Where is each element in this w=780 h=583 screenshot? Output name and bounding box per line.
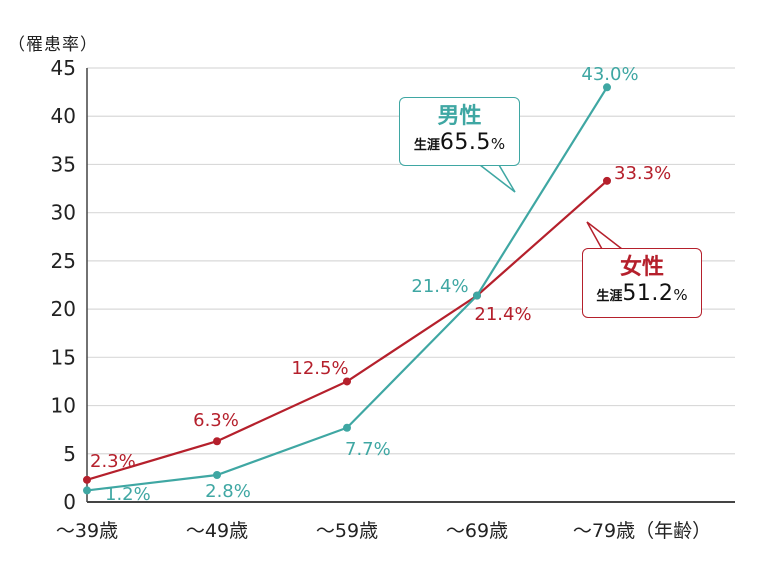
female-data-point: [343, 377, 351, 386]
lifetime-value: 65.5: [439, 130, 491, 155]
x-tick-label: ～49歳: [186, 520, 248, 542]
data-series: [83, 83, 611, 495]
y-tick-label: 0: [63, 490, 76, 514]
male-callout: 男性 生涯65.5%: [399, 97, 520, 166]
male-value-label: 21.4%: [411, 276, 468, 297]
lifetime-unit: %: [490, 135, 506, 153]
male-value-label: 43.0%: [581, 64, 638, 85]
female-value-label: 12.5%: [291, 358, 348, 379]
male-data-point: [83, 486, 91, 495]
female-callout-title: 女性: [619, 255, 664, 280]
female-data-point: [83, 475, 91, 484]
x-axis-ticks: ～39歳 ～49歳 ～59歳 ～69歳 ～79歳（年齢）: [56, 520, 711, 542]
male-value-label: 7.7%: [345, 439, 391, 460]
male-value-label: 1.2%: [105, 484, 151, 505]
male-callout-tail: [477, 164, 516, 193]
female-value-label: 33.3%: [614, 163, 671, 184]
female-value-label: 2.3%: [90, 451, 136, 472]
y-tick-label: 5: [63, 442, 76, 466]
y-tick-label: 40: [51, 104, 76, 128]
x-tick-label: ～79歳（年齢）: [573, 520, 711, 542]
y-tick-label: 10: [51, 394, 76, 418]
male-lifetime-rate: 生涯65.5%: [400, 130, 519, 159]
y-tick-label: 35: [51, 152, 76, 176]
y-axis-ticks: 0 5 10 15 20 25 30 35 40 45: [51, 56, 76, 514]
female-data-point: [213, 437, 221, 446]
y-tick-label: 15: [51, 345, 76, 369]
lifetime-unit: %: [673, 286, 688, 304]
axes: [86, 68, 735, 503]
male-data-point: [473, 291, 481, 300]
x-tick-label: ～69歳: [446, 520, 508, 542]
male-value-label: 2.8%: [205, 481, 251, 502]
female-callout-tail: [586, 221, 625, 250]
y-tick-label: 30: [51, 201, 76, 225]
lifetime-label: 生涯: [596, 289, 623, 304]
data-labels: 1.2% 2.8% 7.7% 21.4% 43.0% 2.3% 6.3% 12.5% 21.4%…: [90, 64, 671, 505]
male-data-point: [213, 470, 221, 479]
lifetime-label: 生涯: [413, 138, 440, 153]
y-tick-label: 45: [51, 56, 76, 80]
female-value-label: 21.4%: [474, 304, 531, 325]
female-value-label: 6.3%: [193, 410, 239, 431]
male-callout-title: 男性: [437, 104, 482, 129]
y-axis-unit-label: （罹患率）: [8, 35, 98, 55]
lifetime-value: 51.2: [622, 281, 674, 306]
x-tick-label: ～39歳: [56, 520, 118, 542]
male-data-point: [603, 83, 611, 92]
female-callout: 女性 生涯51.2%: [582, 248, 702, 318]
female-data-point: [603, 176, 611, 185]
x-tick-label: ～59歳: [316, 520, 378, 542]
female-lifetime-rate: 生涯51.2%: [583, 281, 701, 310]
male-data-point: [343, 423, 351, 432]
y-tick-label: 20: [51, 297, 76, 321]
female-line: [86, 180, 608, 481]
y-tick-label: 25: [51, 249, 76, 273]
